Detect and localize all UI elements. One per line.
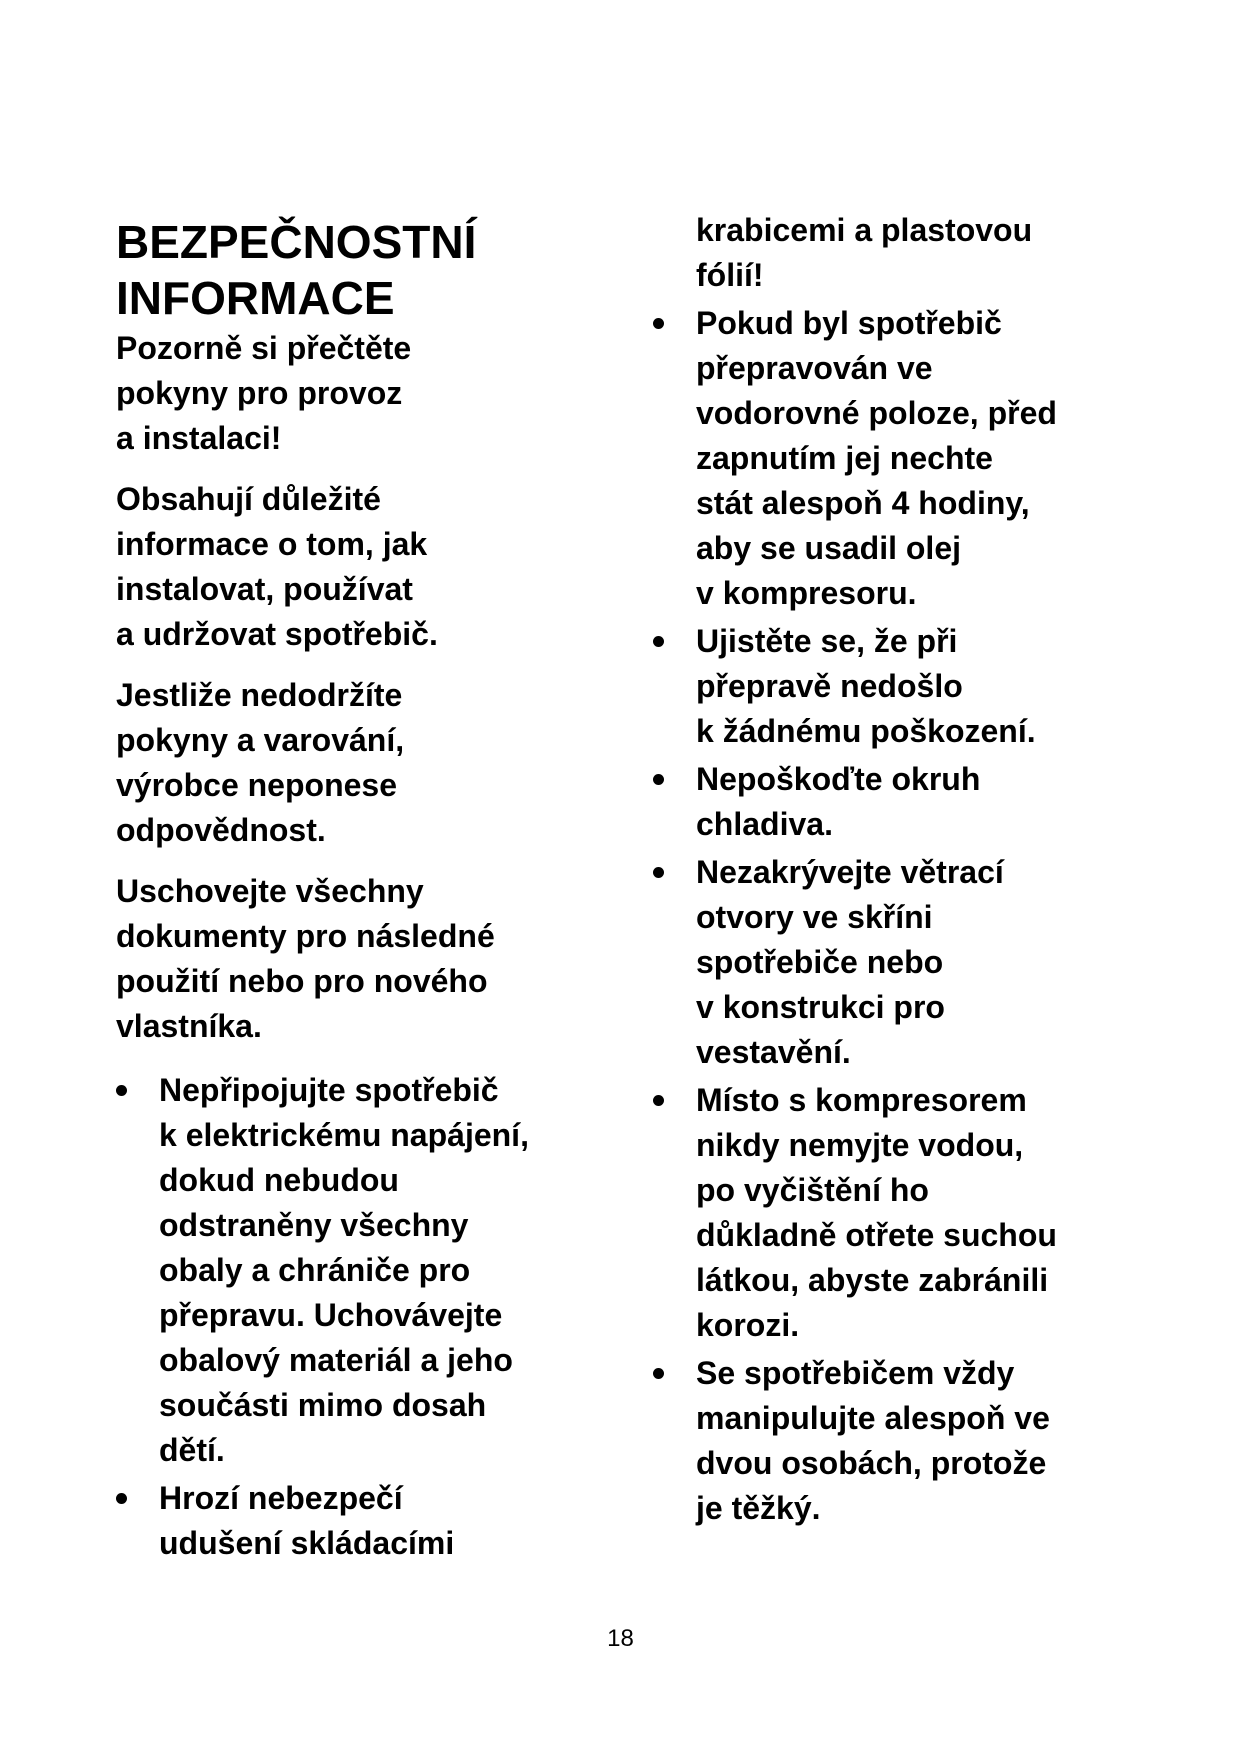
text-line: Pozorně si přečtěte [116, 330, 412, 366]
bullet-item: Nepřipojujte spotřebič k elektrickému nap… [116, 1068, 606, 1473]
paragraph: Obsahují důležité informace o tom, jak ins… [116, 477, 606, 657]
bullet-icon [653, 1095, 664, 1106]
text-line: vlastníka. [116, 1008, 262, 1044]
bullet-icon [653, 318, 664, 329]
text-line: zapnutím jej nechte [696, 440, 993, 476]
bullet-continuation: krabicemi a plastovou fólií! [653, 208, 1193, 298]
left-bullet-list: Nepřipojujte spotřebič k elektrickému nap… [116, 1068, 606, 1566]
text-line: dokud nebudou [159, 1162, 399, 1198]
left-column: BEZPEČNOSTNÍ INFORMACE Pozorně si přečtě… [116, 214, 606, 1566]
text-line: fólií! [696, 257, 764, 293]
text-line: aby se usadil olej [696, 530, 961, 566]
text-line: Místo s kompresorem [696, 1082, 1027, 1118]
text-line: odpovědnost. [116, 812, 326, 848]
intro-paragraphs: Pozorně si přečtěte pokyny pro provoz a in… [116, 326, 606, 1049]
text-line: spotřebiče nebo [696, 944, 944, 980]
text-line: Nepřipojujte spotřebič [159, 1072, 499, 1108]
text-line: obalový materiál a jeho [159, 1342, 513, 1378]
text-line: informace o tom, jak [116, 526, 428, 562]
text-line: a udržovat spotřebič. [116, 616, 438, 652]
text-line: instalovat, používat [116, 571, 413, 607]
text-line: látkou, abyste zabránili [696, 1262, 1049, 1298]
text-line: a instalaci! [116, 420, 282, 456]
text-line: použití nebo pro nového [116, 963, 488, 999]
text-line: nikdy nemyjte vodou, [696, 1127, 1024, 1163]
text-line: přepravu. Uchovávejte [159, 1297, 503, 1333]
bullet-icon [116, 1085, 127, 1096]
text-line: udušení skládacími [159, 1525, 455, 1561]
text-line: obaly a chrániče pro [159, 1252, 471, 1288]
paragraph: Uschovejte všechny dokumenty pro následné… [116, 869, 606, 1049]
text-line: manipulujte alespoň ve [696, 1400, 1050, 1436]
text-line: korozi. [696, 1307, 800, 1343]
text-line: vodorovné poloze, před [696, 395, 1057, 431]
text-line: Hrozí nebezpečí [159, 1480, 403, 1516]
text-line: vestavění. [696, 1034, 851, 1070]
text-line: přepravován ve [696, 350, 933, 386]
paragraph: Jestliže nedodržíte pokyny a varování, výr… [116, 673, 606, 853]
bullet-item: Pokud byl spotřebič přepravován ve vodorov… [653, 301, 1193, 616]
paragraph: Pozorně si přečtěte pokyny pro provoz a in… [116, 326, 606, 461]
bullet-icon [653, 867, 664, 878]
text-line: stát alespoň 4 hodiny, [696, 485, 1030, 521]
text-line: pokyny a varování, [116, 722, 405, 758]
text-line: k žádnému poškození. [696, 713, 1036, 749]
text-line: otvory ve skříni [696, 899, 933, 935]
bullet-item: Se spotřebičem vždy manipulujte alespoň v… [653, 1351, 1193, 1531]
page-number: 18 [607, 1625, 634, 1652]
text-line: chladiva. [696, 806, 833, 842]
text-line: Uschovejte všechny [116, 873, 424, 909]
text-line: v konstrukci pro [696, 989, 945, 1025]
text-line: Se spotřebičem vždy [696, 1355, 1015, 1391]
text-line: důkladně otřete suchou [696, 1217, 1057, 1253]
right-bullet-list: Pokud byl spotřebič přepravován ve vodorov… [653, 301, 1193, 1531]
text-line: výrobce neponese [116, 767, 397, 803]
bullet-item: Ujistěte se, že při přepravě nedošlo k žád… [653, 619, 1193, 754]
text-line: Obsahují důležité [116, 481, 381, 517]
text-line: pokyny pro provoz [116, 375, 403, 411]
text-line: Pokud byl spotřebič [696, 305, 1002, 341]
bullet-item: Místo s kompresorem nikdy nemyjte vodou, p… [653, 1078, 1193, 1348]
text-line: Jestliže nedodržíte [116, 677, 403, 713]
text-line: Nepoškoďte okruh [696, 761, 981, 797]
text-line: Ujistěte se, že při [696, 623, 958, 659]
text-line: Nezakrývejte větrací [696, 854, 1004, 890]
text-line: dokumenty pro následné [116, 918, 495, 954]
bullet-item: Hrozí nebezpečí udušení skládacími [116, 1476, 606, 1566]
text-line: v kompresoru. [696, 575, 917, 611]
bullet-item: Nepoškoďte okruh chladiva. [653, 757, 1193, 847]
text-line: odstraněny všechny [159, 1207, 469, 1243]
bullet-icon [653, 636, 664, 647]
bullet-icon [653, 774, 664, 785]
text-line: dvou osobách, protože [696, 1445, 1047, 1481]
title-line: BEZPEČNOSTNÍ [116, 216, 477, 268]
text-line: krabicemi a plastovou [696, 212, 1033, 248]
text-line: po vyčištění ho [696, 1172, 929, 1208]
bullet-icon [653, 1368, 664, 1379]
text-line: k elektrickému napájení, [159, 1117, 529, 1153]
bullet-icon [116, 1493, 127, 1504]
section-title: BEZPEČNOSTNÍ INFORMACE [116, 214, 606, 326]
text-line: je těžký. [696, 1490, 821, 1526]
right-column: krabicemi a plastovou fólií! Pokud byl sp… [653, 208, 1193, 1531]
text-line: součásti mimo dosah [159, 1387, 487, 1423]
bullet-item: Nezakrývejte větrací otvory ve skříni spot… [653, 850, 1193, 1075]
title-line: INFORMACE [116, 272, 395, 324]
text-line: dětí. [159, 1432, 225, 1468]
text-line: přepravě nedošlo [696, 668, 963, 704]
